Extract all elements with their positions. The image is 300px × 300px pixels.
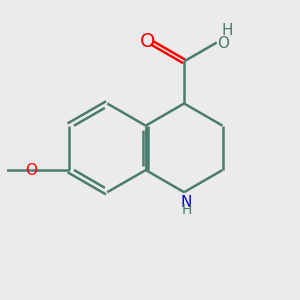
Text: H: H [221, 23, 232, 38]
Text: N: N [181, 195, 192, 210]
Text: O: O [140, 32, 155, 51]
Text: O: O [25, 163, 37, 178]
Text: O: O [217, 36, 229, 51]
Text: H: H [181, 203, 192, 217]
